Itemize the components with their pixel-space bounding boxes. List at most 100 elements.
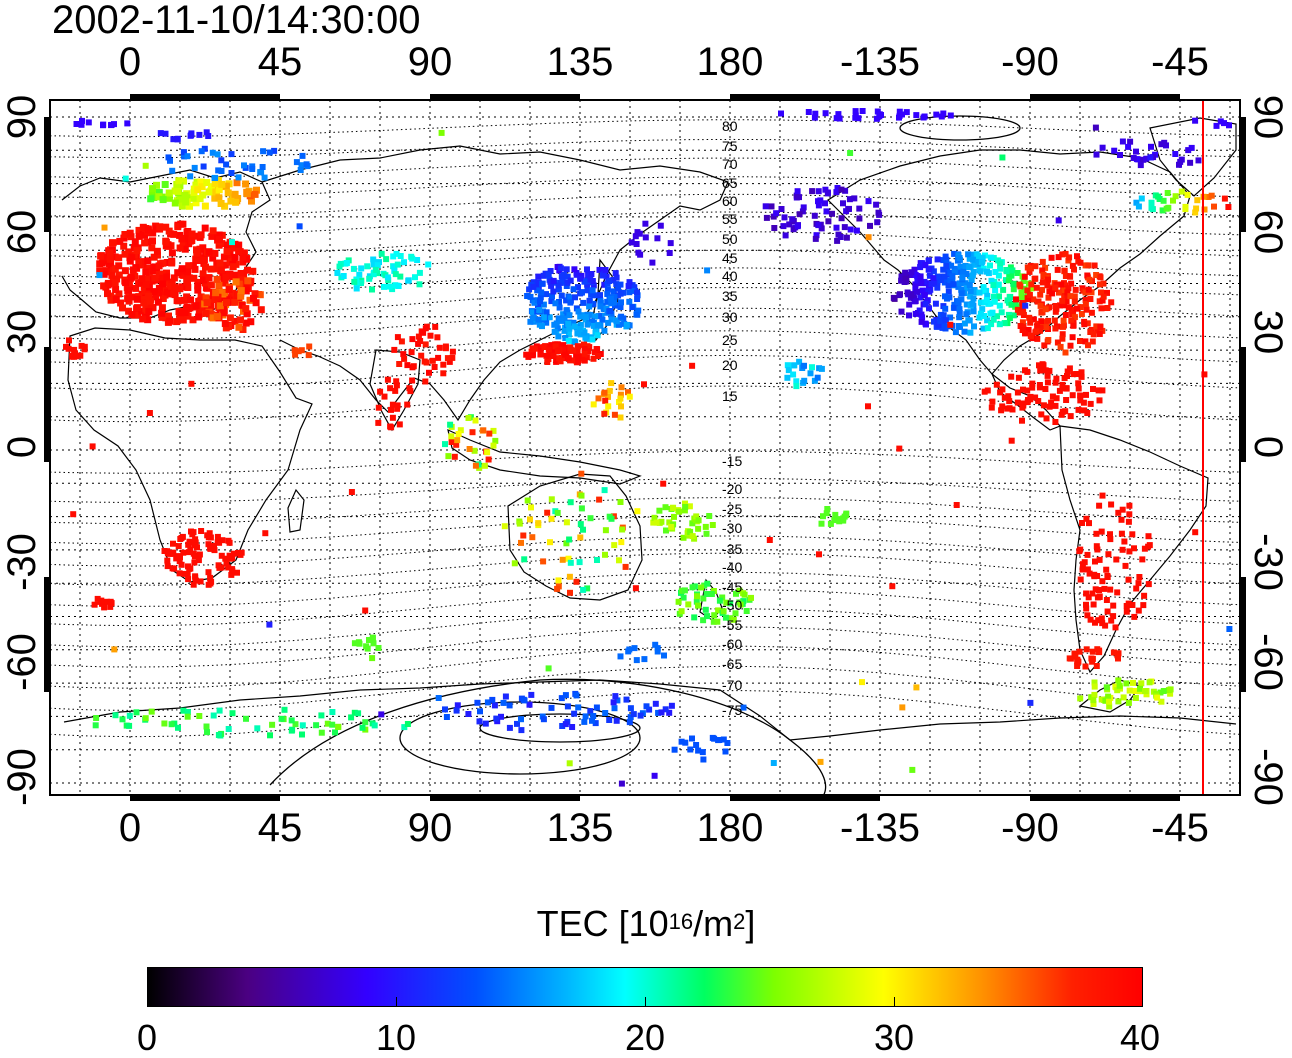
tec-point <box>207 310 215 318</box>
tec-point <box>395 283 402 289</box>
tec-point <box>202 294 210 302</box>
tec-point <box>416 281 423 288</box>
tec-point <box>827 520 834 527</box>
tec-point <box>472 417 479 424</box>
tec-point <box>1014 270 1021 276</box>
tec-point <box>917 294 924 301</box>
tec-point <box>896 292 903 299</box>
tec-point <box>243 188 251 196</box>
tec-point <box>207 265 215 273</box>
tec-point <box>1107 531 1113 538</box>
tec-point <box>216 259 224 267</box>
tec-point <box>112 712 119 719</box>
bottom-lon-label: 135 <box>546 806 614 850</box>
tec-point <box>617 414 624 421</box>
tec-point <box>116 237 124 245</box>
tec-point <box>176 285 184 293</box>
tec-point <box>1135 607 1142 614</box>
tec-point <box>989 309 996 316</box>
tec-point <box>133 709 140 716</box>
tec-point <box>192 232 200 240</box>
tec-point <box>625 389 631 396</box>
tec-point <box>975 253 981 260</box>
tec-point <box>1154 694 1161 701</box>
tec-point <box>240 249 248 257</box>
mag-lat-contour <box>50 515 1240 545</box>
tec-point <box>146 410 153 416</box>
tec-point <box>205 248 213 256</box>
tec-point <box>1068 280 1075 287</box>
tec-point <box>822 200 828 207</box>
tec-point <box>369 635 376 642</box>
tec-point <box>169 565 176 572</box>
tec-point <box>601 487 608 494</box>
tec-point <box>1063 385 1070 392</box>
tec-point <box>867 222 873 229</box>
tec-point <box>1106 703 1113 710</box>
tec-point <box>715 737 722 744</box>
tec-point <box>231 317 239 325</box>
tec-point <box>237 551 244 558</box>
tec-point <box>822 110 829 117</box>
tec-point <box>506 724 513 731</box>
tec-point <box>135 232 143 240</box>
colorbar-label-main: TEC [10 <box>536 903 669 944</box>
tec-point <box>444 355 451 362</box>
tec-point <box>1099 578 1106 585</box>
tec-point <box>262 530 269 537</box>
tec-point <box>530 314 537 321</box>
tec-point <box>165 312 172 320</box>
tec-point <box>299 722 306 729</box>
tec-point <box>587 708 594 715</box>
tec-point <box>1125 518 1132 525</box>
tec-point <box>1125 600 1132 607</box>
tec-point <box>1072 652 1079 658</box>
tec-point <box>846 196 853 203</box>
tec-point <box>1083 646 1090 653</box>
tec-point <box>111 279 119 287</box>
tec-point <box>700 595 707 602</box>
tec-point <box>956 306 963 313</box>
tec-point <box>154 289 162 297</box>
tec-point <box>733 590 739 597</box>
tec-point <box>531 345 538 352</box>
tec-point <box>520 532 527 539</box>
tec-point <box>145 292 153 300</box>
tec-point <box>1006 398 1013 405</box>
tec-point <box>427 332 434 339</box>
tec-point <box>614 697 621 704</box>
tec-point <box>98 597 105 604</box>
tec-point <box>514 720 520 727</box>
tec-point <box>565 337 572 344</box>
top-lon-label: 135 <box>546 40 614 84</box>
tec-point <box>203 129 210 136</box>
tec-point <box>133 295 141 303</box>
tec-point <box>207 534 214 541</box>
tec-point <box>1060 323 1066 330</box>
tec-point <box>878 112 884 118</box>
tec-point <box>207 574 214 581</box>
tec-point <box>218 168 225 174</box>
tec-point <box>149 237 156 245</box>
tec-point <box>1126 548 1133 555</box>
tec-point <box>288 727 295 734</box>
tec-point <box>144 257 152 265</box>
tec-point <box>148 708 155 715</box>
tec-point <box>149 229 157 237</box>
tec-point <box>199 244 207 252</box>
tec-point <box>618 539 625 546</box>
tec-point <box>947 277 954 284</box>
tec-point <box>1037 302 1044 309</box>
tec-point <box>581 718 588 725</box>
tec-point <box>1078 373 1085 380</box>
tec-point <box>793 383 800 390</box>
tec-point <box>178 265 186 273</box>
tec-point <box>358 265 365 272</box>
tec-point <box>534 287 541 294</box>
tec-point <box>587 276 594 283</box>
tec-point <box>370 256 377 263</box>
tec-point <box>185 262 193 270</box>
tec-point <box>567 499 574 506</box>
tec-point <box>545 665 552 672</box>
tec-point <box>1077 259 1084 266</box>
